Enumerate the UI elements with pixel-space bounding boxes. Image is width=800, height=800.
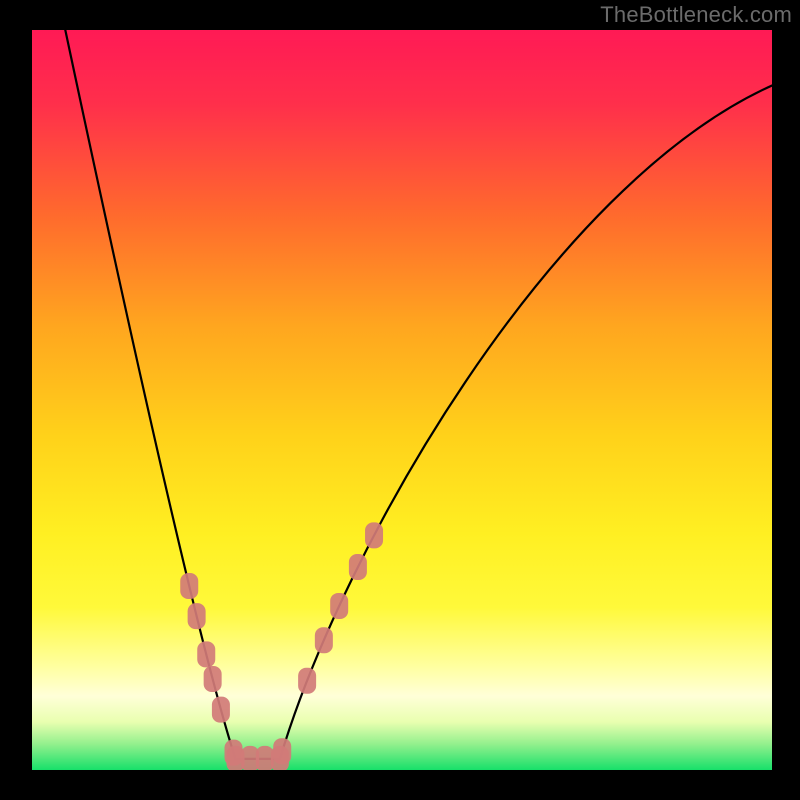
plot-area [32, 30, 772, 770]
watermark-text: TheBottleneck.com [600, 2, 792, 28]
chart-frame: TheBottleneck.com [0, 0, 800, 800]
plot-svg [32, 30, 772, 770]
